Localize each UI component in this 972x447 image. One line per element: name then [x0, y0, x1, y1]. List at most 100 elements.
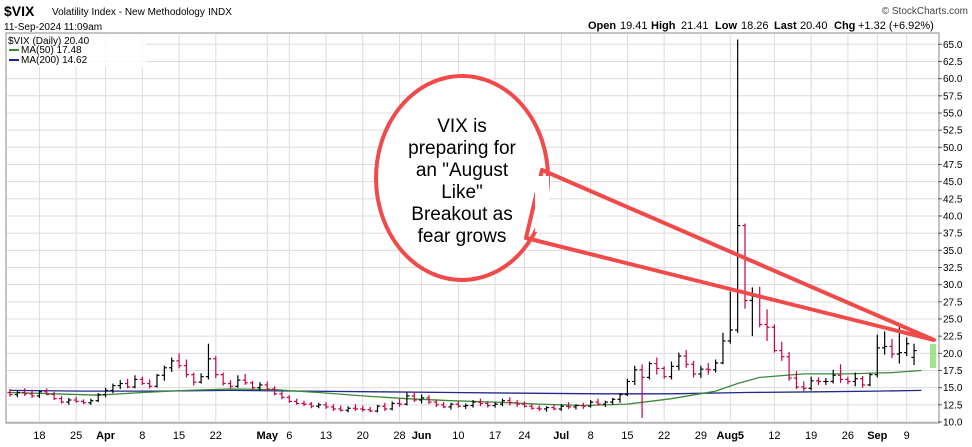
- ohlc-bar: [624, 378, 630, 396]
- ohlc-bar: [602, 400, 608, 407]
- ohlc-bar: [492, 402, 498, 408]
- ohlc-bar: [110, 383, 116, 394]
- ohlc-bar: [433, 399, 439, 407]
- x-tick-label: Sep: [867, 430, 887, 442]
- ohlc-bar: [382, 402, 388, 412]
- x-tick-label: 25: [70, 430, 82, 442]
- annotation-line-3: an "August: [416, 160, 509, 181]
- ohlc-bar: [543, 406, 550, 412]
- y-tick-label: 40.0: [943, 211, 963, 222]
- ohlc-bar: [242, 373, 248, 385]
- x-tick-label: 22: [210, 430, 222, 442]
- x-tick-label: 22: [658, 430, 670, 442]
- ohlc-bar: [360, 405, 366, 412]
- y-tick-label: 25.0: [943, 314, 963, 325]
- ohlc-bar: [639, 364, 645, 418]
- ohlc-bar: [316, 402, 322, 409]
- ohlc-bar: [279, 391, 285, 400]
- ohlc-bar: [374, 404, 381, 413]
- ohlc-bar: [323, 402, 329, 409]
- ohlc-bar: [668, 361, 675, 380]
- x-tick-label: Jul: [553, 430, 569, 442]
- x-tick-label: 9: [904, 430, 910, 442]
- ohlc-bar: [308, 402, 314, 409]
- high-label: High: [651, 20, 676, 32]
- ohlc-bar: [690, 360, 697, 378]
- ohlc-bar: [617, 393, 623, 403]
- ohlc-bar: [338, 405, 344, 412]
- y-tick-label: 30.0: [943, 280, 963, 291]
- ohlc-bar: [330, 404, 336, 412]
- ohlc-bar: [764, 309, 770, 341]
- y-tick-label: 10.0: [943, 418, 963, 429]
- y-tick-label: 42.5: [943, 194, 963, 205]
- ohlc-bar: [117, 380, 123, 390]
- ohlc-bar: [852, 372, 858, 387]
- ohlc-bar: [176, 353, 182, 369]
- y-axis: 10.0 12.5 15.0 17.5 20.0 22.5 25.0 27.5 30.0 32.5…: [938, 40, 963, 429]
- ohlc-bar: [29, 389, 35, 398]
- ohlc-bar: [735, 39, 741, 333]
- ohlc-bar: [757, 286, 763, 328]
- chart-exchange: INDX: [208, 7, 232, 18]
- ohlc-bar: [257, 382, 263, 391]
- x-tick-label: 15: [173, 430, 185, 442]
- ohlc-bar: [205, 343, 212, 380]
- y-tick-label: 50.0: [943, 143, 963, 154]
- ohlc-bar: [235, 375, 241, 388]
- ohlc-bar: [448, 402, 454, 410]
- ohlc-bar: [80, 399, 87, 405]
- y-tick-label: 32.5: [943, 263, 963, 274]
- low-label: Low: [715, 20, 737, 32]
- ohlc-bar: [191, 372, 197, 386]
- ohlc-bar: [396, 398, 403, 407]
- y-tick-label: 20.0: [943, 349, 963, 360]
- ohlc-bar: [419, 394, 425, 404]
- ohlc-bar: [345, 406, 351, 413]
- ohlc-bar: [882, 331, 888, 355]
- y-tick-label: 47.5: [943, 160, 963, 171]
- x-tick-label: 12: [768, 430, 780, 442]
- y-tick-label: 12.5: [943, 400, 963, 411]
- ohlc-bar: [183, 359, 189, 378]
- annotation-line-4: Like": [441, 182, 483, 203]
- legend-price: $VIX (Daily) 20.40: [8, 36, 90, 47]
- x-tick-label: 28: [393, 430, 405, 442]
- x-tick-label: 17: [489, 430, 501, 442]
- ohlc-bar: [95, 393, 101, 403]
- annotation-pointer: [524, 168, 936, 342]
- ohlc-bar: [727, 291, 733, 344]
- ohlc-bar: [713, 359, 719, 373]
- y-tick-label: 55.0: [943, 108, 963, 119]
- y-tick-label: 17.5: [943, 366, 963, 377]
- ohlc-bar: [720, 332, 726, 365]
- ohlc-bar: [837, 364, 844, 383]
- ohlc-bar: [470, 400, 476, 408]
- ohlc-bar: [514, 400, 520, 407]
- ohlc-bar: [367, 406, 373, 413]
- ohlc-bar: [272, 386, 278, 396]
- ohlc-bar: [36, 390, 42, 398]
- annotation-callout: VIX is preparing for an "August Like" Br…: [374, 74, 936, 342]
- y-tick-label: 52.5: [943, 126, 963, 137]
- x-tick-label: 18: [33, 430, 45, 442]
- low-value: 18.26: [741, 20, 769, 32]
- ohlc-bar: [51, 391, 57, 401]
- ohlc-bar: [823, 378, 829, 385]
- legend-ma200: MA(200) 14.62: [21, 55, 88, 66]
- y-tick-label: 37.5: [943, 229, 963, 240]
- stockcharts-watermark: © StockCharts.com: [882, 6, 968, 17]
- ohlc-bar: [88, 398, 94, 405]
- ohlc-bar: [815, 377, 822, 385]
- ohlc-bar: [125, 378, 131, 389]
- ohlc-bar: [301, 400, 307, 407]
- ohlc-bar: [808, 376, 814, 391]
- y-tick-label: 45.0: [943, 177, 963, 188]
- ohlc-bar: [867, 373, 873, 387]
- x-tick-label: 13: [320, 430, 332, 442]
- ohlc-bar: [22, 388, 28, 396]
- last-label: Last: [774, 20, 797, 32]
- ohlc-bar: [551, 404, 557, 411]
- ohlc-bar: [889, 338, 895, 359]
- x-axis: 18 25 Apr 8 15 22 May 6 13 20 28 Jun 10 17 24 Jul 8 15 22 2…: [33, 430, 909, 442]
